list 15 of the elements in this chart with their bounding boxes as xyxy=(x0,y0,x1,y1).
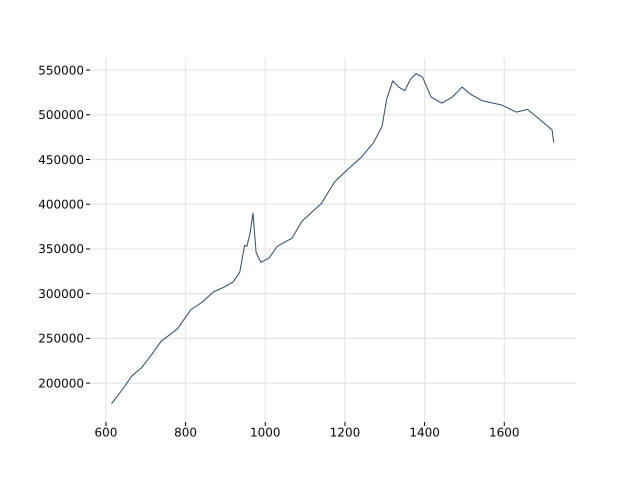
x-tick-label: 800 xyxy=(174,426,198,440)
y-tick-label: 300000 xyxy=(38,286,84,301)
line-series xyxy=(111,73,554,404)
y-tick-label: 350000 xyxy=(38,242,84,256)
x-tick-label: 1400 xyxy=(409,426,440,440)
x-tick-label: 1000 xyxy=(250,426,281,440)
x-tick-label: 1200 xyxy=(330,426,360,440)
x-tick-label: 1600 xyxy=(489,426,520,440)
y-tick-label: 400000 xyxy=(38,197,84,212)
y-tick-label: 450000 xyxy=(38,152,84,167)
y-tick-label: 250000 xyxy=(38,332,84,346)
y-tick-label: 550000 xyxy=(38,63,84,78)
y-tick-label: 200000 xyxy=(38,376,84,390)
y-tick-label: 500000 xyxy=(38,108,84,122)
x-tick-label: 600 xyxy=(94,426,118,440)
